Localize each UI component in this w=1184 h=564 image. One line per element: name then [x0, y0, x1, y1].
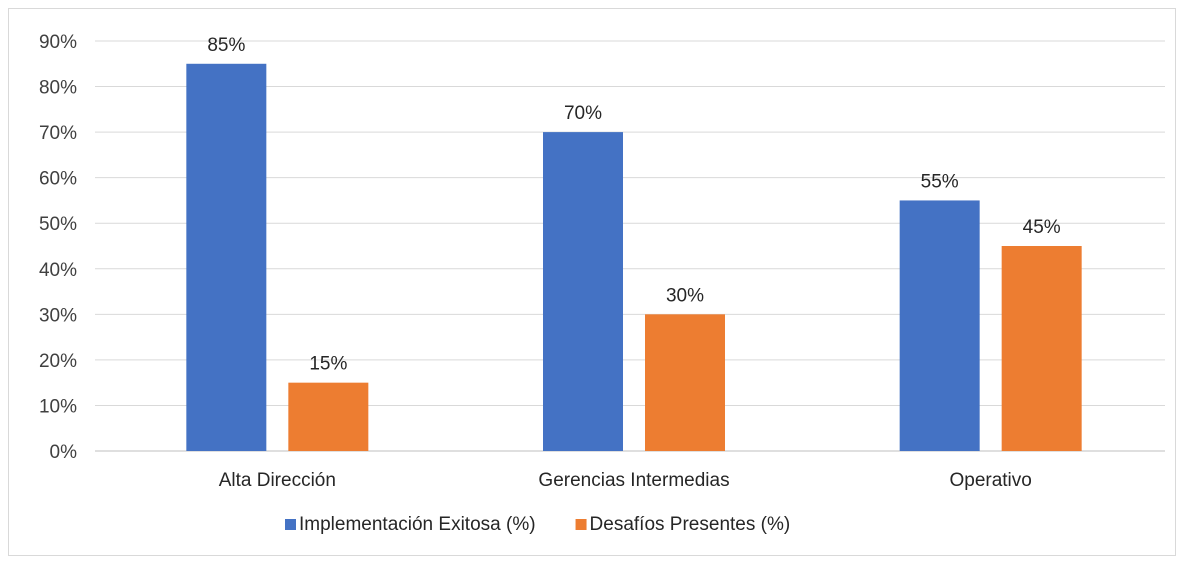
y-axis-ticks: 0% 10% 20% 30% 40% 50% 60% 70% 80% 90%	[39, 32, 77, 463]
legend-swatch	[285, 519, 296, 530]
legend-swatch	[575, 519, 587, 530]
y-tick-label: 80%	[39, 78, 77, 99]
y-tick-label: 0%	[50, 442, 78, 463]
y-tick-label: 50%	[39, 214, 77, 235]
legend-label: Desafíos Presentes (%)	[590, 514, 791, 535]
y-tick-label: 40%	[39, 260, 77, 281]
x-axis-categories: Alta Dirección Gerencias Intermedias Opera…	[219, 470, 1032, 491]
bar	[288, 382, 369, 451]
data-label: 15%	[309, 354, 347, 375]
y-tick-label: 90%	[39, 32, 77, 53]
data-label: 45%	[1023, 217, 1061, 238]
y-tick-label: 60%	[39, 169, 77, 190]
x-category-label: Gerencias Intermedias	[538, 470, 729, 491]
x-category-label: Alta Dirección	[219, 470, 336, 491]
bar	[645, 314, 725, 451]
bar	[186, 63, 267, 452]
bar	[1001, 246, 1082, 451]
y-tick-label: 10%	[39, 396, 77, 417]
y-tick-label: 70%	[39, 123, 77, 144]
data-label: 30%	[666, 285, 704, 306]
bars	[186, 63, 1082, 452]
x-category-label: Operativo	[949, 470, 1031, 491]
data-labels: 85% 15% 70% 30% 55% 45%	[207, 35, 1060, 375]
data-label: 55%	[921, 171, 959, 192]
bar	[899, 200, 980, 451]
y-tick-label: 20%	[39, 351, 77, 372]
y-tick-label: 30%	[39, 305, 77, 326]
legend-label: Implementación Exitosa (%)	[299, 514, 536, 535]
data-label: 70%	[564, 103, 602, 124]
gridlines	[95, 40, 1165, 452]
data-label: 85%	[207, 35, 245, 56]
legend: Implementación Exitosa (%) Desafíos Prese…	[285, 514, 790, 535]
bar	[543, 132, 623, 451]
